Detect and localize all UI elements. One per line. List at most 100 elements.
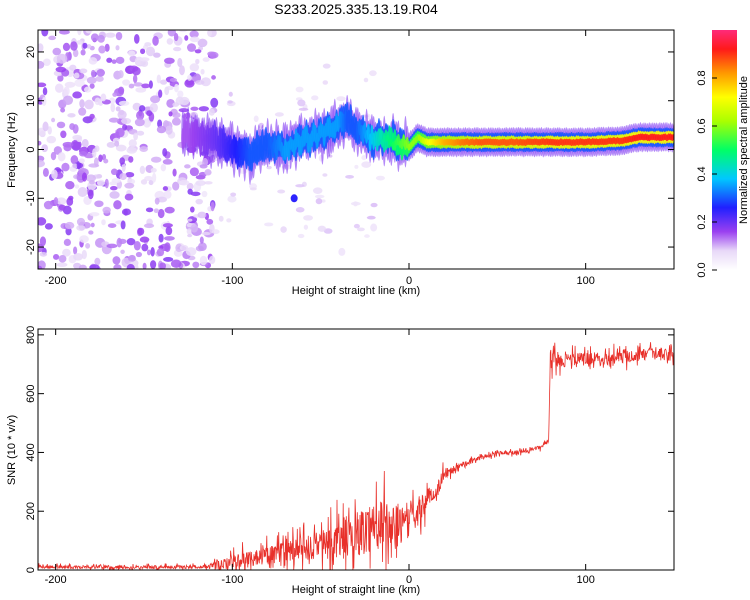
y-tick-label: 800 [25, 326, 37, 344]
noise-blob [39, 236, 47, 247]
noise-blob [173, 33, 179, 42]
noise-blob [96, 179, 105, 187]
noise-blob [156, 125, 167, 134]
noise-blob [58, 204, 66, 211]
noise-blob [163, 236, 175, 241]
noise-blob [226, 218, 232, 223]
colorbar-tick-label: 0.8 [696, 70, 708, 85]
noise-blob [78, 264, 87, 269]
noise-blob [186, 43, 197, 52]
noise-blob [178, 179, 190, 186]
noise-blob [228, 91, 233, 97]
noise-blob [144, 42, 152, 47]
noise-blob [336, 96, 346, 102]
noise-blob [97, 34, 105, 43]
noise-blob [41, 144, 49, 153]
noise-blob [149, 102, 158, 113]
noise-blob [80, 49, 86, 56]
noise-blob [274, 112, 284, 117]
noise-blob [102, 206, 111, 214]
noise-blob [189, 206, 195, 213]
noise-blob [77, 187, 88, 197]
noise-blob [167, 30, 177, 37]
spectrogram-plot-area [38, 30, 674, 269]
noise-blob [44, 223, 53, 230]
noise-blob [56, 121, 66, 129]
noise-blob [115, 127, 125, 138]
noise-blob [57, 152, 66, 162]
noise-blob [369, 70, 377, 77]
noise-blob [187, 74, 192, 81]
colorbar-tick-label: 0.0 [696, 262, 708, 277]
noise-blob [321, 199, 326, 203]
noise-blob [121, 117, 132, 125]
noise-blob [142, 262, 147, 269]
noise-blob [199, 236, 204, 244]
noise-blob [113, 264, 122, 269]
noise-blob [206, 218, 214, 225]
noise-blob [87, 189, 94, 200]
noise-blob [73, 246, 78, 255]
noise-blob [202, 57, 210, 62]
side-feature [370, 223, 378, 232]
noise-blob [141, 243, 149, 252]
noise-blob [189, 36, 200, 43]
noise-blob [173, 46, 182, 52]
y-tick-label: 600 [25, 384, 37, 402]
noise-blob [162, 148, 168, 157]
noise-blob [135, 87, 147, 93]
noise-blob [227, 195, 237, 203]
noise-blob [199, 164, 208, 169]
noise-blob [134, 33, 140, 44]
noise-blob [122, 79, 131, 86]
noise-blob [162, 223, 173, 228]
noise-blob [148, 180, 154, 186]
noise-blob [356, 227, 365, 232]
snr-xlabel: Height of straight line (km) [292, 584, 420, 596]
noise-blob [78, 158, 85, 164]
noise-blob [115, 56, 125, 64]
x-tick-label: -100 [221, 275, 243, 287]
noise-blob [158, 233, 164, 243]
noise-blob [157, 208, 165, 219]
noise-blob [47, 126, 52, 135]
noise-blob [227, 100, 233, 104]
noise-blob [74, 79, 85, 87]
noise-blob [110, 103, 116, 113]
noise-blob [210, 201, 215, 212]
noise-blob [353, 223, 360, 229]
noise-blob [139, 57, 150, 62]
noise-blob [62, 42, 71, 52]
noise-blob [364, 234, 370, 238]
noise-blob [140, 179, 148, 185]
noise-blob [113, 200, 122, 210]
noise-blob [207, 30, 212, 37]
noise-blob [95, 75, 104, 82]
noise-blob [322, 63, 331, 69]
noise-blob [111, 59, 117, 64]
noise-blob [156, 248, 165, 257]
noise-blob [211, 229, 220, 235]
noise-blob [76, 160, 81, 170]
noise-blob [69, 64, 77, 71]
noise-blob [48, 35, 56, 41]
noise-blob [41, 97, 47, 106]
noise-blob [266, 165, 272, 170]
noise-blob [133, 82, 143, 87]
noise-blob [303, 215, 314, 221]
noise-blob [128, 156, 134, 163]
noise-blob [201, 231, 211, 236]
noise-blob [128, 50, 136, 57]
noise-blob [116, 237, 122, 248]
noise-blob [53, 197, 59, 205]
noise-blob [104, 43, 110, 52]
noise-blob [115, 45, 120, 51]
noise-blob [41, 30, 49, 37]
noise-blob [38, 159, 46, 168]
noise-blob [189, 30, 199, 38]
noise-blob [153, 208, 160, 214]
y-tick-label: 0 [25, 146, 37, 152]
noise-blob [160, 163, 167, 172]
noise-blob [74, 184, 80, 189]
noise-blob [197, 211, 207, 219]
